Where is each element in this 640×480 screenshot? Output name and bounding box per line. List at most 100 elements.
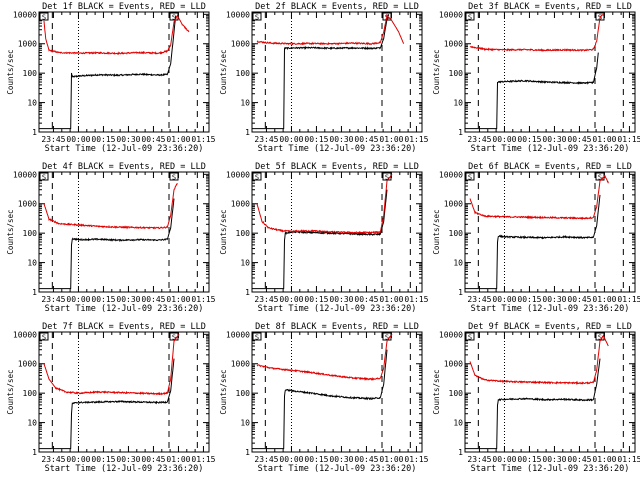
x-tick-label: 00:30 xyxy=(542,455,566,464)
plot-frame xyxy=(251,11,423,133)
events-series-line xyxy=(252,14,390,130)
y-tick-label: 10 xyxy=(240,419,250,428)
x-tick-label: 00:45 xyxy=(567,295,591,304)
saa-marker-box xyxy=(382,172,392,181)
x-tick-label: 00:00 xyxy=(492,455,516,464)
y-tick-label: 1 xyxy=(32,128,37,137)
saa-marker-box xyxy=(39,332,49,341)
x-tick-label: 00:45 xyxy=(141,295,165,304)
y-tick-label: 100 xyxy=(449,69,464,78)
detector-panel-1: Det 1f BLACK = Events, RED = LLD 1 10 100 10… xyxy=(6,2,216,154)
panel-title: Det 6f BLACK = Events, RED = LLD xyxy=(468,162,632,172)
y-axis-label: Counts/sec xyxy=(432,49,441,94)
y-axis-label: Counts/sec xyxy=(219,209,228,254)
x-tick-label: 00:45 xyxy=(567,455,591,464)
x-tick-label: 00:30 xyxy=(542,295,566,304)
y-tick-label: 100 xyxy=(449,389,464,398)
x-tick-label: 00:45 xyxy=(354,295,378,304)
x-tick-label: 00:15 xyxy=(517,295,541,304)
y-tick-label: 1000 xyxy=(444,40,463,49)
x-tick-label: 23:45 xyxy=(467,455,491,464)
detector-panel-5: Det 5f BLACK = Events, RED = LLD 1 10 100 10… xyxy=(219,162,429,314)
detector-panel-7: Det 7f BLACK = Events, RED = LLD 1 10 100 10… xyxy=(6,322,216,474)
x-tick-label: 00:45 xyxy=(141,135,165,144)
y-tick-label: 100 xyxy=(236,389,251,398)
y-tick-label: 10 xyxy=(453,259,463,268)
y-tick-label: 100 xyxy=(236,229,251,238)
x-axis-label: Start Time (12-Jul-09 23:36:20) xyxy=(471,144,630,154)
x-tick-label: 23:45 xyxy=(467,295,491,304)
lld-series-line xyxy=(469,14,604,53)
plot-frame xyxy=(251,331,423,453)
y-tick-label: 1 xyxy=(458,288,463,297)
saa-marker-box xyxy=(465,332,475,341)
lld-series-line xyxy=(256,14,405,46)
y-tick-label: 1000 xyxy=(18,360,37,369)
x-tick-label: 00:30 xyxy=(329,455,353,464)
x-tick-label: 00:15 xyxy=(304,455,328,464)
x-tick-label: 01:00 xyxy=(166,455,190,464)
y-tick-label: 1000 xyxy=(231,200,250,209)
saa-marker-box xyxy=(465,12,475,21)
panel-title: Det 7f BLACK = Events, RED = LLD xyxy=(42,322,206,332)
saa-marker-box xyxy=(252,12,262,21)
x-tick-label: 00:45 xyxy=(141,455,165,464)
panel-title: Det 5f BLACK = Events, RED = LLD xyxy=(255,162,419,172)
events-series-line xyxy=(39,198,175,290)
x-tick-label: 01:15 xyxy=(191,455,215,464)
y-tick-label: 10000 xyxy=(439,170,463,179)
x-tick-label: 00:00 xyxy=(492,135,516,144)
x-tick-label: 00:30 xyxy=(329,135,353,144)
y-tick-label: 10 xyxy=(27,259,37,268)
events-series-line xyxy=(252,349,388,450)
y-tick-label: 10 xyxy=(27,99,37,108)
x-tick-label: 01:00 xyxy=(379,295,403,304)
y-tick-label: 10000 xyxy=(226,330,250,339)
x-tick-label: 01:00 xyxy=(379,455,403,464)
saa-marker-label: S xyxy=(172,333,176,341)
y-tick-label: 1 xyxy=(458,128,463,137)
x-tick-label: 00:15 xyxy=(91,135,115,144)
saa-marker-label: S xyxy=(468,13,472,21)
panel-title: Det 3f BLACK = Events, RED = LLD xyxy=(468,2,632,12)
y-tick-label: 10000 xyxy=(226,10,250,19)
lld-series-line xyxy=(256,174,393,235)
saa-marker-box xyxy=(252,172,262,181)
saa-marker-label: S xyxy=(172,173,176,181)
y-tick-label: 1 xyxy=(32,448,37,457)
x-tick-label: 00:15 xyxy=(517,455,541,464)
saa-marker-label: S xyxy=(255,173,259,181)
saa-marker-label: S xyxy=(42,13,46,21)
y-axis-label: Counts/sec xyxy=(432,209,441,254)
y-axis-label: Counts/sec xyxy=(6,369,15,414)
y-tick-label: 1 xyxy=(245,128,250,137)
y-tick-label: 1000 xyxy=(444,200,463,209)
x-axis-label: Start Time (12-Jul-09 23:36:20) xyxy=(45,144,204,154)
x-tick-label: 00:00 xyxy=(279,135,303,144)
y-tick-label: 1000 xyxy=(231,40,250,49)
saa-marker-label: S xyxy=(468,333,472,341)
x-tick-label: 00:30 xyxy=(116,455,140,464)
saa-marker-label: S xyxy=(385,173,389,181)
y-tick-label: 10000 xyxy=(439,10,463,19)
detector-panel-4: Det 4f BLACK = Events, RED = LLD 1 10 100 10… xyxy=(6,162,216,314)
x-tick-label: 00:15 xyxy=(517,135,541,144)
events-series-line xyxy=(39,15,177,130)
x-tick-label: 01:00 xyxy=(166,295,190,304)
saa-marker-label: S xyxy=(598,333,602,341)
x-tick-label: 00:15 xyxy=(304,135,328,144)
panel-title: Det 1f BLACK = Events, RED = LLD xyxy=(42,2,206,12)
y-axis-label: Counts/sec xyxy=(6,49,15,94)
saa-marker-box xyxy=(39,12,49,21)
x-tick-label: 00:00 xyxy=(66,295,90,304)
y-tick-label: 10000 xyxy=(13,10,37,19)
events-series-line xyxy=(465,194,601,290)
x-tick-label: 00:30 xyxy=(542,135,566,144)
events-series-line xyxy=(39,358,175,450)
x-tick-label: 00:30 xyxy=(329,295,353,304)
x-tick-label: 00:00 xyxy=(492,295,516,304)
y-tick-label: 10000 xyxy=(439,330,463,339)
panel-title: Det 2f BLACK = Events, RED = LLD xyxy=(255,2,419,12)
x-tick-label: 00:30 xyxy=(116,135,140,144)
